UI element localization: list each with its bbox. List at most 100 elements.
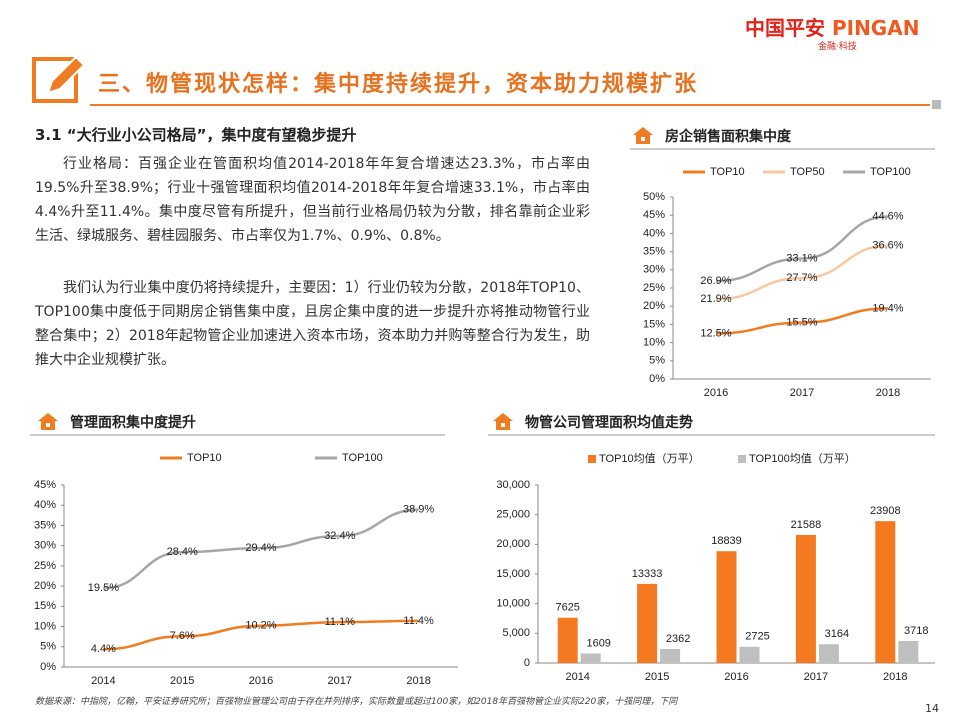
chart-title: 房企销售面积集中度 xyxy=(665,128,792,145)
y-tick-label: 25% xyxy=(34,560,56,572)
chart-title: 管理面积集中度提升 xyxy=(70,414,196,431)
data-label: 15.5% xyxy=(786,316,817,328)
x-tick-label: 2016 xyxy=(704,387,728,399)
y-tick-label: 0% xyxy=(40,661,56,673)
y-tick-label: 35% xyxy=(643,246,665,258)
data-label: 3164 xyxy=(825,628,849,640)
y-tick-label: 30% xyxy=(34,540,56,552)
y-tick-label: 30% xyxy=(643,264,665,276)
house-window xyxy=(641,137,645,141)
data-label: 32.4% xyxy=(324,530,355,542)
y-tick-label: 25% xyxy=(643,282,665,294)
series-line xyxy=(715,215,889,283)
legend-label: TOP10 xyxy=(710,166,745,178)
section-heading: 3.1 “大行业小公司格局”，集中度有望稳步提升 xyxy=(35,126,357,144)
house-icon xyxy=(633,127,653,144)
paragraph: 我们认为行业集中度仍将持续提升，主要因：1）行业仍较为分散，2018年TOP10… xyxy=(35,280,590,368)
data-label: 21588 xyxy=(791,519,822,531)
legend-label: TOP50 xyxy=(790,166,825,178)
title-rule xyxy=(90,104,930,106)
series-line xyxy=(715,307,889,335)
data-label: 7625 xyxy=(555,602,579,614)
data-label: 13333 xyxy=(632,568,663,580)
x-tick-label: 2017 xyxy=(328,675,352,687)
data-label: 18839 xyxy=(711,535,742,547)
logo-en: PINGAN xyxy=(831,16,920,40)
y-tick-label: 40% xyxy=(34,499,56,511)
y-tick-label: 30,000 xyxy=(496,479,530,491)
data-label: 10.2% xyxy=(245,620,276,632)
x-tick-label: 2016 xyxy=(724,671,748,683)
series-line xyxy=(715,244,889,301)
y-tick-label: 15% xyxy=(643,318,665,330)
data-label: 27.7% xyxy=(786,272,817,284)
x-tick-label: 2014 xyxy=(91,675,115,687)
bar xyxy=(557,617,578,663)
x-tick-label: 2018 xyxy=(876,387,900,399)
y-tick-label: 10,000 xyxy=(496,598,530,610)
data-label: 29.4% xyxy=(245,542,276,554)
x-tick-label: 2014 xyxy=(565,671,589,683)
y-tick-label: 0 xyxy=(524,657,530,669)
data-label: 38.9% xyxy=(403,504,434,516)
legend-label: TOP10均值（万平） xyxy=(599,452,700,465)
y-tick-label: 15% xyxy=(34,600,56,612)
x-tick-label: 2018 xyxy=(406,675,430,687)
house-icon xyxy=(38,413,58,430)
y-tick-label: 20% xyxy=(643,300,665,312)
y-tick-label: 40% xyxy=(643,227,665,239)
y-tick-label: 5,000 xyxy=(502,627,530,639)
title-icon xyxy=(32,55,86,103)
y-tick-label: 45% xyxy=(34,479,56,491)
data-label: 12.5% xyxy=(700,327,731,339)
logo-cn: 中国平安 xyxy=(745,16,825,40)
legend-swatch xyxy=(588,455,596,463)
y-tick-label: 0% xyxy=(649,373,665,385)
data-label: 2362 xyxy=(666,633,690,645)
x-tick-label: 2015 xyxy=(645,671,669,683)
data-label: 26.9% xyxy=(700,275,731,287)
y-tick-label: 5% xyxy=(649,355,665,367)
legend-label: TOP10 xyxy=(187,452,222,464)
y-tick-label: 20,000 xyxy=(496,538,530,550)
bar xyxy=(637,583,658,663)
bar xyxy=(716,551,737,663)
y-tick-label: 50% xyxy=(643,191,665,203)
house-icon xyxy=(493,413,513,430)
y-tick-label: 10% xyxy=(643,337,665,349)
y-tick-label: 25,000 xyxy=(496,509,530,521)
bar xyxy=(818,644,839,663)
x-tick-label: 2017 xyxy=(804,671,828,683)
data-label: 1609 xyxy=(586,637,610,649)
data-label: 19.4% xyxy=(872,302,903,314)
data-label: 7.6% xyxy=(170,630,195,642)
legend-swatch xyxy=(738,455,746,463)
data-label: 4.4% xyxy=(91,643,116,655)
slide-title: 三、物管现状怎样：集中度持续提升，资本助力规模扩张 xyxy=(98,72,699,97)
data-label: 33.1% xyxy=(786,252,817,264)
data-label: 11.4% xyxy=(403,615,434,627)
rule-end xyxy=(932,100,941,109)
tagline: 金融·科技 xyxy=(818,42,857,52)
data-label: 28.4% xyxy=(167,546,198,558)
chart-title: 物管公司管理面积均值走势 xyxy=(525,414,693,431)
bar xyxy=(580,653,601,663)
house-window xyxy=(501,423,505,427)
x-tick-label: 2018 xyxy=(883,671,907,683)
data-label: 19.5% xyxy=(88,582,119,594)
x-tick-label: 2016 xyxy=(249,675,273,687)
bar xyxy=(660,648,681,663)
data-label: 3718 xyxy=(904,625,928,637)
data-label: 36.6% xyxy=(872,240,903,252)
page-number: 14 xyxy=(925,702,939,715)
y-tick-label: 5% xyxy=(40,641,56,653)
y-tick-label: 15,000 xyxy=(496,568,530,580)
y-tick-label: 20% xyxy=(34,580,56,592)
y-tick-label: 35% xyxy=(34,519,56,531)
bar xyxy=(898,640,919,663)
data-label: 2725 xyxy=(745,631,769,643)
y-tick-label: 45% xyxy=(643,209,665,221)
bar xyxy=(875,521,896,663)
x-tick-label: 2015 xyxy=(170,675,194,687)
